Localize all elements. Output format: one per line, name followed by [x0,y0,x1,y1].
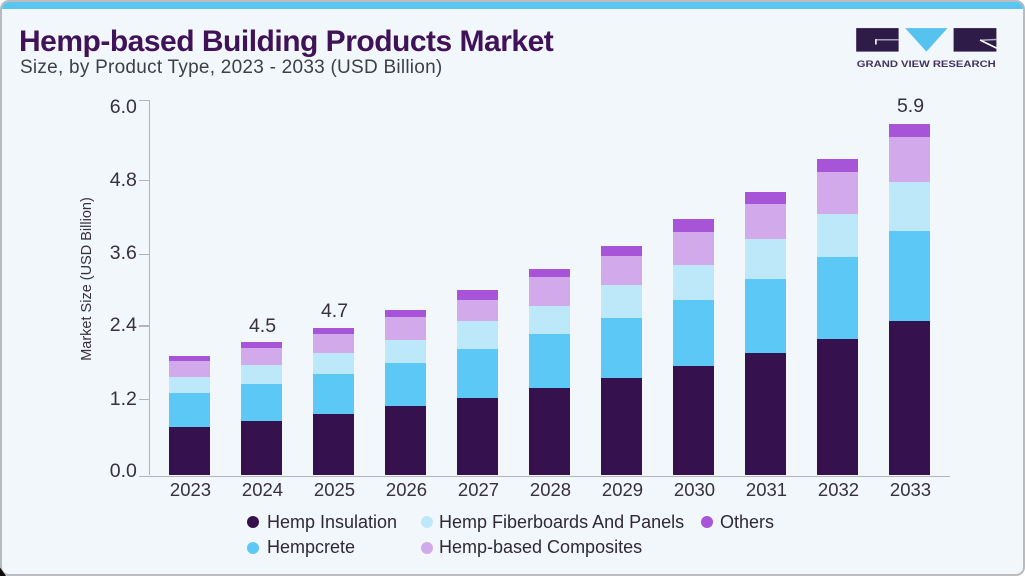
svg-text:GRAND VIEW RESEARCH: GRAND VIEW RESEARCH [857,59,996,69]
